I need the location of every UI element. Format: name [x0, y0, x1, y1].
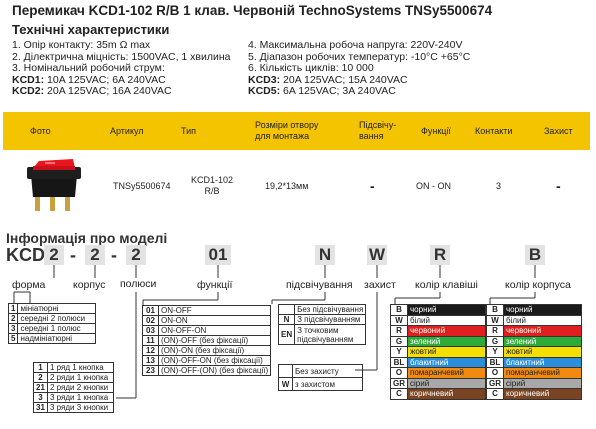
code-poles-box: 2: [126, 245, 146, 265]
label-shape: форма: [12, 279, 46, 291]
label-protection: захист: [364, 279, 396, 291]
table-row: 5 надмініатюрні: [7, 333, 97, 344]
model-info-title: Інформація про моделі: [6, 230, 168, 246]
color-row: BL блакитний: [486, 356, 582, 368]
spec-item: 4. Максимальна робоча напруга: 220V-240V: [248, 39, 463, 51]
table-row: 31 3 ряди 3 кнопки: [33, 402, 114, 413]
table-row: Без підсвічування: [277, 304, 367, 315]
table-row: 02 ON-ON: [142, 315, 272, 326]
col-size: Розміри отвору для монтажа: [255, 120, 319, 141]
label-backlight: підсвічування: [286, 279, 353, 291]
function-cell: ON - ON: [416, 181, 451, 191]
type-cell: KCD1-102 R/B: [190, 175, 234, 196]
functions-table: 01 ON-OFF 02 ON-ON 03 ON-OFF-ON 11 (ON)-OFF …: [142, 305, 272, 376]
spec-item: 3. Номінальний робочий струм:: [12, 62, 165, 74]
table-row: 2 середні 2 полюси: [7, 313, 97, 324]
label-functions: функції: [197, 279, 233, 291]
col-article: Артикул: [110, 125, 144, 136]
contacts-cell: 3: [496, 181, 502, 191]
code-function-box: 01: [205, 245, 231, 265]
table-row: Без захисту: [278, 364, 363, 378]
col-protection: Захист: [544, 125, 573, 136]
color-row: GR сірий: [486, 377, 582, 389]
table-row: 01 ON-OFF: [142, 305, 272, 316]
spec-item: 5. Діапазон робочих температур: -10°C +6…: [248, 50, 471, 63]
col-backlight: Підсвічу-вання: [359, 120, 397, 141]
product-photo: [25, 150, 85, 222]
spec-item: 6. Кількість циклів: 10 000: [248, 62, 374, 74]
spec-item: KCD3: 20A 125VAC; 15A 240VAC: [248, 73, 408, 86]
section-title: Технічні характеристики: [12, 22, 170, 37]
label-body-color: колір корпуса: [505, 279, 571, 291]
table-header: Фото Артикул Тип Розміри отвору для монт…: [3, 112, 590, 150]
table-row: 11 (ON)-OFF (без фіксації): [142, 335, 272, 346]
table-row: 21 2 ряди 2 кнопки: [33, 382, 114, 393]
code-dash: -: [111, 245, 117, 265]
backlight-cell: -: [370, 178, 375, 194]
col-contacts: Контакти: [475, 125, 513, 136]
spec-item: KCD5: 6A 125VAC; 3A 240VAC: [248, 85, 396, 97]
code-backlight-box: N: [315, 245, 335, 265]
table-row: 23 (ON)-OFF-(ON) (без фіксації): [142, 365, 272, 376]
label-key-color: колір клавіші: [415, 279, 478, 291]
table-row: 12 (ON)-ON (без фіксації): [142, 345, 272, 356]
label-body: корпус: [73, 279, 106, 291]
col-type: Тип: [181, 125, 197, 136]
table-row: 13 (ON)-OFF-ON (без фіксації): [142, 355, 272, 366]
size-cell: 19,2*13мм: [265, 181, 309, 191]
protection-cell: -: [556, 178, 561, 194]
shape-table: 1 мініатюрні 2 середні 2 полюси 3 середні 1…: [7, 303, 97, 344]
code-key-color-box: R: [430, 245, 450, 265]
label-poles: полюси: [120, 278, 157, 290]
spec-list-right: 4. Максимальна робоча напруга: 220V-240V…: [248, 39, 471, 98]
col-photo: Фото: [30, 125, 51, 136]
color-row: BL блакитний: [390, 356, 486, 368]
color-row: GR сірий: [390, 377, 486, 389]
spec-item: 1. Опір контакту: 35m Ω max: [12, 39, 151, 51]
table-row: EN З точковим підсвічуванням: [277, 324, 367, 345]
table-row: 03 ON-OFF-ON: [142, 325, 272, 336]
page-title: Перемикач KCD1-102 R/B 1 клав. Червоній …: [12, 3, 493, 18]
article-cell: TNSy5500674: [113, 181, 171, 191]
spec-list-left: 1. Опір контакту: 35m Ω max 2. Ділектрич…: [12, 39, 231, 98]
code-protection-box: W: [367, 245, 387, 265]
code-shape-box: 2: [44, 245, 64, 265]
spec-item: KCD1: 10A 125VAC; 6A 240VAC: [12, 73, 166, 86]
code-body-box: 2: [85, 245, 105, 265]
code-dash: -: [70, 245, 76, 265]
model-prefix: KCD: [6, 245, 45, 265]
col-function: Функції: [421, 125, 451, 136]
table-row: 3 середні 1 полюс: [7, 323, 97, 334]
table-row: 1 мініатюрні: [7, 303, 97, 314]
spec-item: 2. Ділектрична міцність: 1500VAC, 1 хвил…: [12, 50, 231, 63]
table-row: TNSy5500674 KCD1-102 R/B 19,2*13мм - ON …: [3, 150, 590, 222]
code-body-color-box: B: [525, 245, 545, 265]
rocker-switch-image: [27, 159, 81, 211]
spec-item: KCD2: 20A 125VAC; 16A 240VAC: [12, 85, 172, 97]
